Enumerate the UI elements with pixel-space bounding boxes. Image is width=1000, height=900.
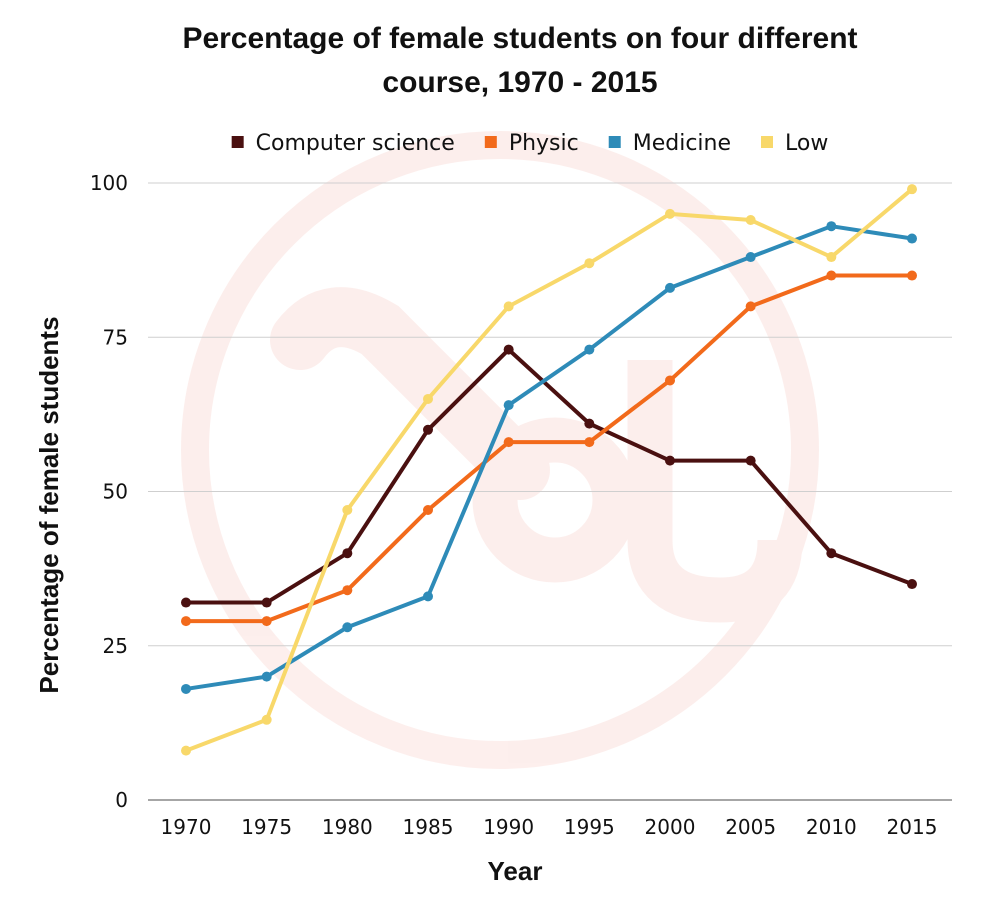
- data-point-low: [745, 215, 756, 226]
- legend-item-medicine: Medicine: [608, 131, 731, 156]
- data-point-medicine: [826, 221, 837, 232]
- legend-swatch-computer-science: [231, 136, 244, 148]
- data-point-physic: [423, 505, 433, 516]
- series-physic: [181, 270, 917, 627]
- data-point-computer-science: [342, 548, 353, 559]
- series-medicine: [181, 221, 917, 694]
- x-tick-label: 1985: [403, 815, 454, 839]
- series-line-medicine: [184, 224, 914, 691]
- y-axis-label: Percentage of female students: [34, 316, 64, 693]
- data-point-physic: [181, 616, 191, 627]
- data-point-computer-science: [261, 597, 272, 608]
- data-point-computer-science: [745, 455, 756, 466]
- x-tick-label: 1990: [483, 815, 534, 839]
- x-tick-label: 1975: [241, 815, 292, 839]
- y-axis-ticks: 0 25 50 75 100: [90, 171, 128, 812]
- watermark-logo: [181, 131, 819, 769]
- x-axis-ticks: 1970 1975 1980 1985 1990 1995 2000 2005 2010 2015: [161, 815, 938, 839]
- gridlines: [148, 182, 952, 801]
- data-point-computer-science: [907, 579, 917, 590]
- legend-swatch-low: [761, 136, 773, 148]
- data-point-computer-science: [181, 597, 191, 608]
- data-point-low: [423, 393, 433, 404]
- data-point-medicine: [342, 622, 353, 633]
- data-point-physic: [665, 375, 675, 386]
- x-tick-label: 2000: [645, 815, 696, 839]
- data-point-medicine: [745, 252, 756, 263]
- legend-label-physic: Physic: [509, 131, 579, 156]
- data-point-medicine: [665, 282, 675, 293]
- legend-label-computer-science: Computer science: [256, 131, 455, 156]
- data-point-medicine: [261, 671, 272, 682]
- legend-label-low: Low: [785, 131, 828, 156]
- data-point-computer-science: [584, 418, 595, 429]
- data-point-low: [665, 208, 675, 219]
- data-point-physic: [261, 616, 272, 627]
- legend-item-computer-science: Computer science: [231, 131, 455, 156]
- data-point-computer-science: [826, 548, 837, 559]
- data-point-medicine: [907, 233, 917, 244]
- data-point-medicine: [503, 400, 514, 411]
- y-tick-label: 75: [103, 325, 128, 349]
- x-tick-label: 2010: [806, 815, 857, 839]
- data-point-physic: [342, 585, 353, 596]
- data-point-physic: [745, 301, 756, 312]
- data-point-medicine: [584, 344, 595, 355]
- data-point-low: [261, 714, 272, 725]
- legend: Computer science Physic Medicine Low: [231, 131, 828, 156]
- data-point-low: [342, 505, 353, 516]
- y-tick-label: 25: [103, 634, 128, 658]
- series-line-computer-science: [184, 347, 914, 605]
- data-point-low: [826, 252, 837, 263]
- data-point-physic: [826, 270, 837, 281]
- data-point-computer-science: [503, 344, 514, 355]
- data-point-medicine: [181, 683, 191, 694]
- x-tick-label: 2015: [887, 815, 938, 839]
- series-line-physic: [184, 273, 914, 624]
- data-point-physic: [584, 437, 595, 448]
- data-point-physic: [503, 437, 514, 448]
- series-lines: [181, 184, 917, 756]
- legend-item-physic: Physic: [484, 131, 579, 156]
- legend-label-medicine: Medicine: [633, 131, 731, 156]
- series-low: [181, 184, 917, 756]
- legend-swatch-medicine: [608, 136, 621, 148]
- x-tick-label: 2005: [725, 815, 776, 839]
- data-point-computer-science: [423, 424, 433, 435]
- y-tick-label: 100: [90, 171, 128, 195]
- chart-title-line-1: Percentage of female students on four di…: [182, 22, 857, 55]
- x-tick-label: 1995: [564, 815, 615, 839]
- data-point-low: [907, 184, 917, 195]
- data-point-low: [584, 258, 595, 269]
- series-computer-science: [181, 344, 917, 608]
- x-tick-label: 1980: [322, 815, 373, 839]
- data-point-computer-science: [665, 455, 675, 466]
- legend-swatch-physic: [484, 136, 497, 148]
- chart-title-line-2: course, 1970 - 2015: [382, 66, 657, 99]
- data-point-low: [181, 745, 191, 756]
- x-axis-label: Year: [488, 856, 543, 886]
- legend-item-low: Low: [761, 131, 828, 156]
- y-tick-label: 0: [115, 788, 128, 812]
- x-tick-label: 1970: [161, 815, 212, 839]
- series-line-low: [184, 187, 914, 753]
- data-point-low: [503, 301, 514, 312]
- data-point-physic: [907, 270, 917, 281]
- data-point-medicine: [423, 591, 433, 602]
- y-tick-label: 50: [103, 480, 128, 504]
